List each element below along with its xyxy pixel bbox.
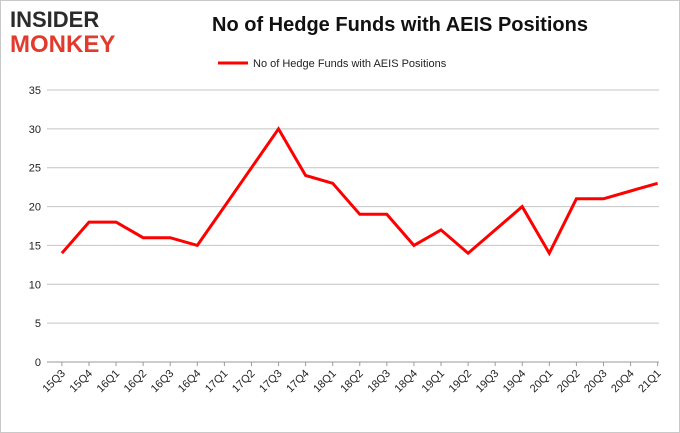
x-tick-label: 20Q4 [609, 368, 637, 396]
y-tick-label: 5 [35, 318, 41, 330]
series-line [60, 126, 659, 257]
x-tick-label: 16Q1 [95, 368, 123, 396]
x-tick-label: 15Q3 [40, 368, 68, 396]
y-tick-label: 15 [29, 240, 41, 252]
x-tick-label: 19Q3 [474, 368, 502, 396]
y-tick-label: 35 [29, 85, 41, 97]
x-tick-label: 19Q1 [420, 368, 448, 396]
series-layer [60, 126, 659, 257]
x-tick-label: 18Q1 [311, 368, 339, 396]
x-tick-label: 17Q3 [257, 368, 285, 396]
legend-label: No of Hedge Funds with AEIS Positions [253, 58, 447, 70]
x-tick-label: 20Q3 [582, 368, 610, 396]
x-tick-label: 16Q2 [122, 368, 150, 396]
y-tick-label: 30 [29, 124, 41, 136]
x-tick-label: 18Q3 [365, 368, 393, 396]
chart-title: No of Hedge Funds with AEIS Positions [212, 14, 588, 36]
x-tick-label: 17Q4 [284, 368, 312, 396]
x-tick-label: 19Q2 [447, 368, 475, 396]
logo-line2: MONKEY [10, 31, 115, 57]
y-tick-label: 20 [29, 202, 41, 214]
x-tick-label: 17Q1 [203, 368, 231, 396]
x-tick-label: 16Q3 [149, 368, 177, 396]
y-tick-label: 25 [29, 163, 41, 175]
x-tick-label: 20Q2 [555, 368, 583, 396]
y-tick-label: 0 [35, 357, 41, 369]
x-tick-label: 15Q4 [68, 368, 96, 396]
logo-line1: INSIDER [10, 7, 99, 32]
y-axis-ticks: 0 5 10 15 20 25 30 35 [29, 85, 41, 369]
x-axis-ticks: 15Q3 15Q4 16Q1 16Q2 16Q3 16Q4 17Q1 17Q2 17Q3 17Q4… [40, 362, 664, 396]
y-tick-label: 10 [29, 279, 41, 291]
x-tick-label: 18Q4 [393, 368, 421, 396]
x-tick-label: 18Q2 [338, 368, 366, 396]
legend: No of Hedge Funds with AEIS Positions [218, 58, 447, 70]
x-tick-label: 17Q2 [230, 368, 258, 396]
x-tick-label: 16Q4 [176, 368, 204, 396]
insider-monkey-logo: INSIDER MONKEY [10, 7, 115, 57]
x-tick-label: 20Q1 [528, 368, 556, 396]
x-tick-label: 21Q1 [636, 368, 664, 396]
x-tick-label: 19Q4 [501, 368, 529, 396]
gridlines [47, 89, 659, 363]
